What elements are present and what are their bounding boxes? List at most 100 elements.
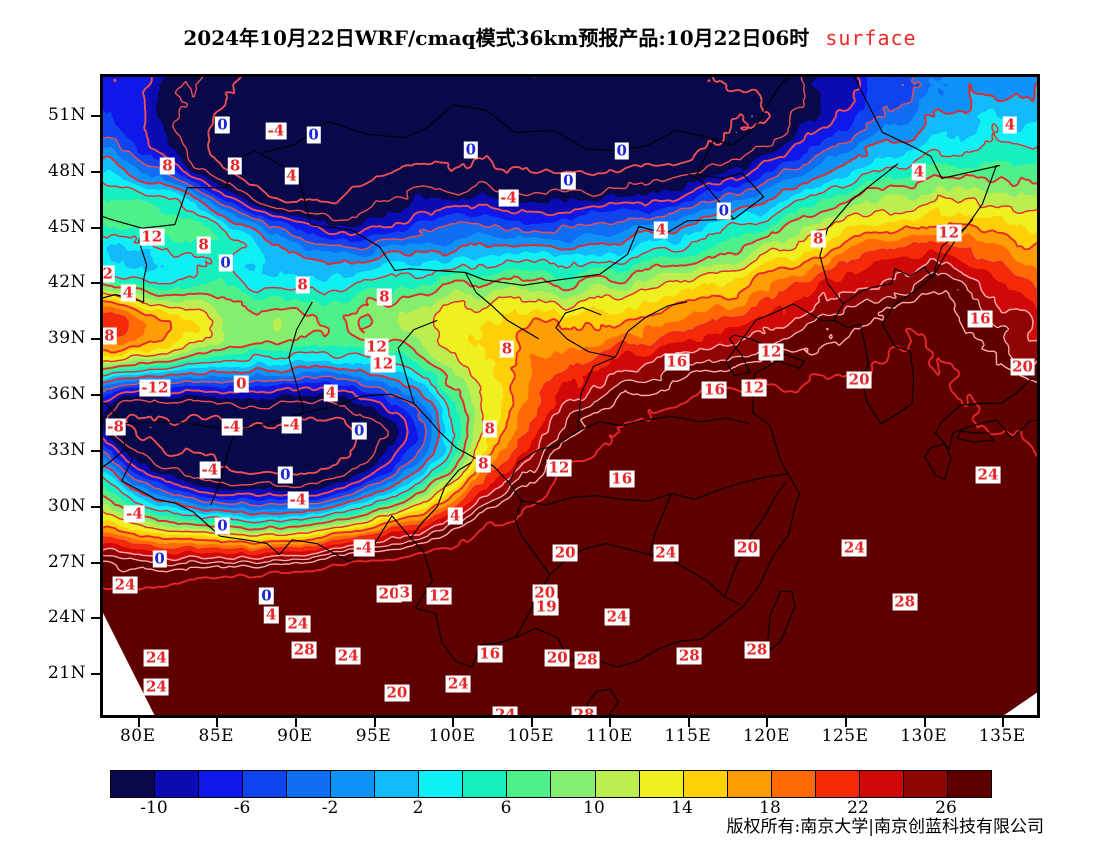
temperature-band — [103, 82, 1037, 519]
copyright-notice: 版权所有:南京大学|南京创蓝科技有限公司 — [726, 817, 1044, 837]
contour-label: -8 — [105, 417, 126, 436]
contour-line — [106, 77, 806, 489]
contour-label: 4 — [911, 162, 927, 181]
contour-label: 24 — [653, 543, 679, 562]
colorbar-cell — [595, 771, 640, 797]
y-axis-tick — [91, 338, 100, 341]
y-axis-tick — [91, 282, 100, 285]
contour-label: 0 — [152, 549, 167, 568]
contour-label: 12 — [364, 337, 389, 356]
x-axis-label: 105E — [507, 726, 555, 746]
contour-line — [103, 194, 1037, 537]
contour-label: 24 — [604, 607, 630, 626]
contour-label: 0 — [234, 374, 249, 393]
x-axis-tick — [687, 718, 690, 727]
temperature-band — [103, 271, 1037, 715]
colorbar-tick-label: 2 — [412, 798, 424, 818]
x-axis-tick — [923, 718, 926, 727]
contour-label: -4 — [199, 460, 221, 479]
coastline-border — [923, 443, 952, 480]
contour-label: 16 — [664, 352, 690, 371]
y-axis-tick — [91, 114, 100, 117]
colorbar-tick-label: 14 — [671, 798, 693, 818]
temperature-band — [103, 258, 1037, 566]
contour-label: 12 — [426, 586, 452, 605]
x-axis-tick — [530, 718, 533, 727]
contour-label: -12 — [139, 378, 171, 397]
colorbar-tick-label: -6 — [233, 798, 251, 818]
contour-label: 20 — [532, 583, 558, 602]
contour-label: 0 — [463, 140, 479, 159]
coastline-border — [766, 590, 796, 653]
colorbar-cell — [903, 771, 948, 797]
contour-label: 28 — [571, 706, 597, 715]
x-axis-tick — [216, 718, 219, 727]
projection-edge — [103, 612, 155, 715]
x-axis-label: 90E — [277, 726, 313, 746]
colorbar-tick-label: 26 — [935, 798, 957, 818]
contour-label: -4 — [281, 415, 302, 434]
contour-label: 0 — [278, 465, 293, 484]
contour-label: 8 — [482, 419, 497, 438]
contour-label: 12 — [139, 227, 165, 246]
contour-line — [103, 82, 1037, 516]
contour-label: -4 — [265, 121, 287, 140]
contour-label: -4 — [221, 417, 243, 436]
y-axis-label: 51N — [47, 104, 86, 125]
y-axis-label: 45N — [47, 216, 86, 237]
coastline-border — [103, 77, 1001, 668]
x-axis-tick — [373, 718, 376, 727]
colorbar-tick-labels: -10 -6 -2 2 6 10 14 18 22 26 — [110, 798, 990, 822]
x-axis-label: 100E — [428, 726, 476, 746]
contour-label: 12 — [741, 378, 767, 397]
x-axis-label: 95E — [355, 726, 392, 746]
title-level: surface — [825, 26, 917, 50]
contour-label: 0 — [352, 421, 367, 440]
contour-label: 0 — [215, 516, 230, 535]
coastline-border — [397, 319, 438, 404]
colorbar-cell — [243, 771, 288, 797]
contour-label: 24 — [335, 646, 361, 665]
temperature-band — [103, 77, 995, 511]
contour-label: 24 — [112, 575, 138, 594]
contour-label: 0 — [614, 141, 629, 160]
contour-label: 8 — [227, 156, 243, 175]
contour-label: 4 — [447, 506, 463, 525]
x-axis-label: 110E — [585, 726, 633, 746]
x-axis-label: 125E — [821, 726, 869, 746]
temperature-band — [103, 108, 1037, 523]
x-axis-tick — [294, 718, 297, 727]
colorbar-cell — [199, 771, 244, 797]
contour-label: 8 — [103, 326, 117, 345]
colorbar-tick-label: 6 — [500, 798, 512, 818]
y-axis-tick — [91, 505, 100, 508]
coastline-border — [555, 306, 616, 358]
coastline-border — [410, 461, 472, 539]
contour-label: 4 — [263, 605, 279, 624]
x-axis-tick — [845, 718, 848, 727]
y-axis-label: 21N — [47, 663, 86, 684]
x-axis-label: 120E — [743, 726, 790, 746]
y-axis-label: 48N — [47, 160, 86, 181]
contour-label: 24 — [144, 677, 169, 696]
contour-label: -4 — [287, 490, 309, 508]
contour-label: 4 — [653, 220, 669, 239]
x-axis-label: 115E — [664, 726, 712, 746]
contour-label: 16 — [609, 469, 635, 488]
page-title: 2024年10月22日WRF/cmaq模式36km预报产品:10月22日06时 s… — [0, 22, 1100, 51]
contour-label: 16 — [702, 380, 727, 399]
colorbar-cell — [771, 771, 816, 797]
colorbar-cell — [287, 771, 332, 797]
x-axis-tick — [1002, 718, 1005, 727]
contour-label: 0 — [215, 115, 230, 134]
contour-label: 3 — [397, 583, 413, 602]
coastline-border — [586, 688, 619, 715]
coastline-border — [103, 449, 126, 468]
colorbar-cell — [419, 771, 464, 797]
coastline-border — [508, 415, 750, 483]
contour-label: 28 — [291, 640, 317, 659]
coastline-border — [577, 301, 688, 432]
contour-label: 12 — [546, 458, 572, 477]
colorbar-tick-label: 18 — [759, 798, 781, 818]
contour-label: 8 — [295, 275, 310, 294]
